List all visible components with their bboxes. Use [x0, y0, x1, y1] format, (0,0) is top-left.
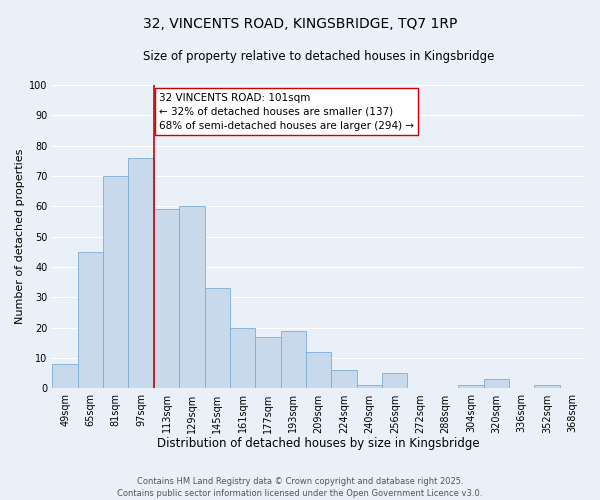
Bar [458, 386, 484, 388]
Bar [154, 210, 179, 388]
Bar [52, 364, 78, 388]
Bar [357, 386, 382, 388]
Bar [382, 374, 407, 388]
Bar [255, 337, 281, 388]
Text: 32 VINCENTS ROAD: 101sqm
← 32% of detached houses are smaller (137)
68% of semi-: 32 VINCENTS ROAD: 101sqm ← 32% of detach… [159, 92, 414, 130]
Bar [103, 176, 128, 388]
Bar [230, 328, 255, 388]
Bar [534, 386, 560, 388]
Bar [205, 288, 230, 388]
Bar [331, 370, 357, 388]
Bar [484, 380, 509, 388]
Bar [78, 252, 103, 388]
Text: 32, VINCENTS ROAD, KINGSBRIDGE, TQ7 1RP: 32, VINCENTS ROAD, KINGSBRIDGE, TQ7 1RP [143, 18, 457, 32]
Bar [179, 206, 205, 388]
Bar [281, 331, 306, 388]
X-axis label: Distribution of detached houses by size in Kingsbridge: Distribution of detached houses by size … [157, 437, 480, 450]
Bar [128, 158, 154, 388]
Text: Contains HM Land Registry data © Crown copyright and database right 2025.
Contai: Contains HM Land Registry data © Crown c… [118, 476, 482, 498]
Y-axis label: Number of detached properties: Number of detached properties [15, 149, 25, 324]
Title: Size of property relative to detached houses in Kingsbridge: Size of property relative to detached ho… [143, 50, 494, 63]
Bar [306, 352, 331, 389]
